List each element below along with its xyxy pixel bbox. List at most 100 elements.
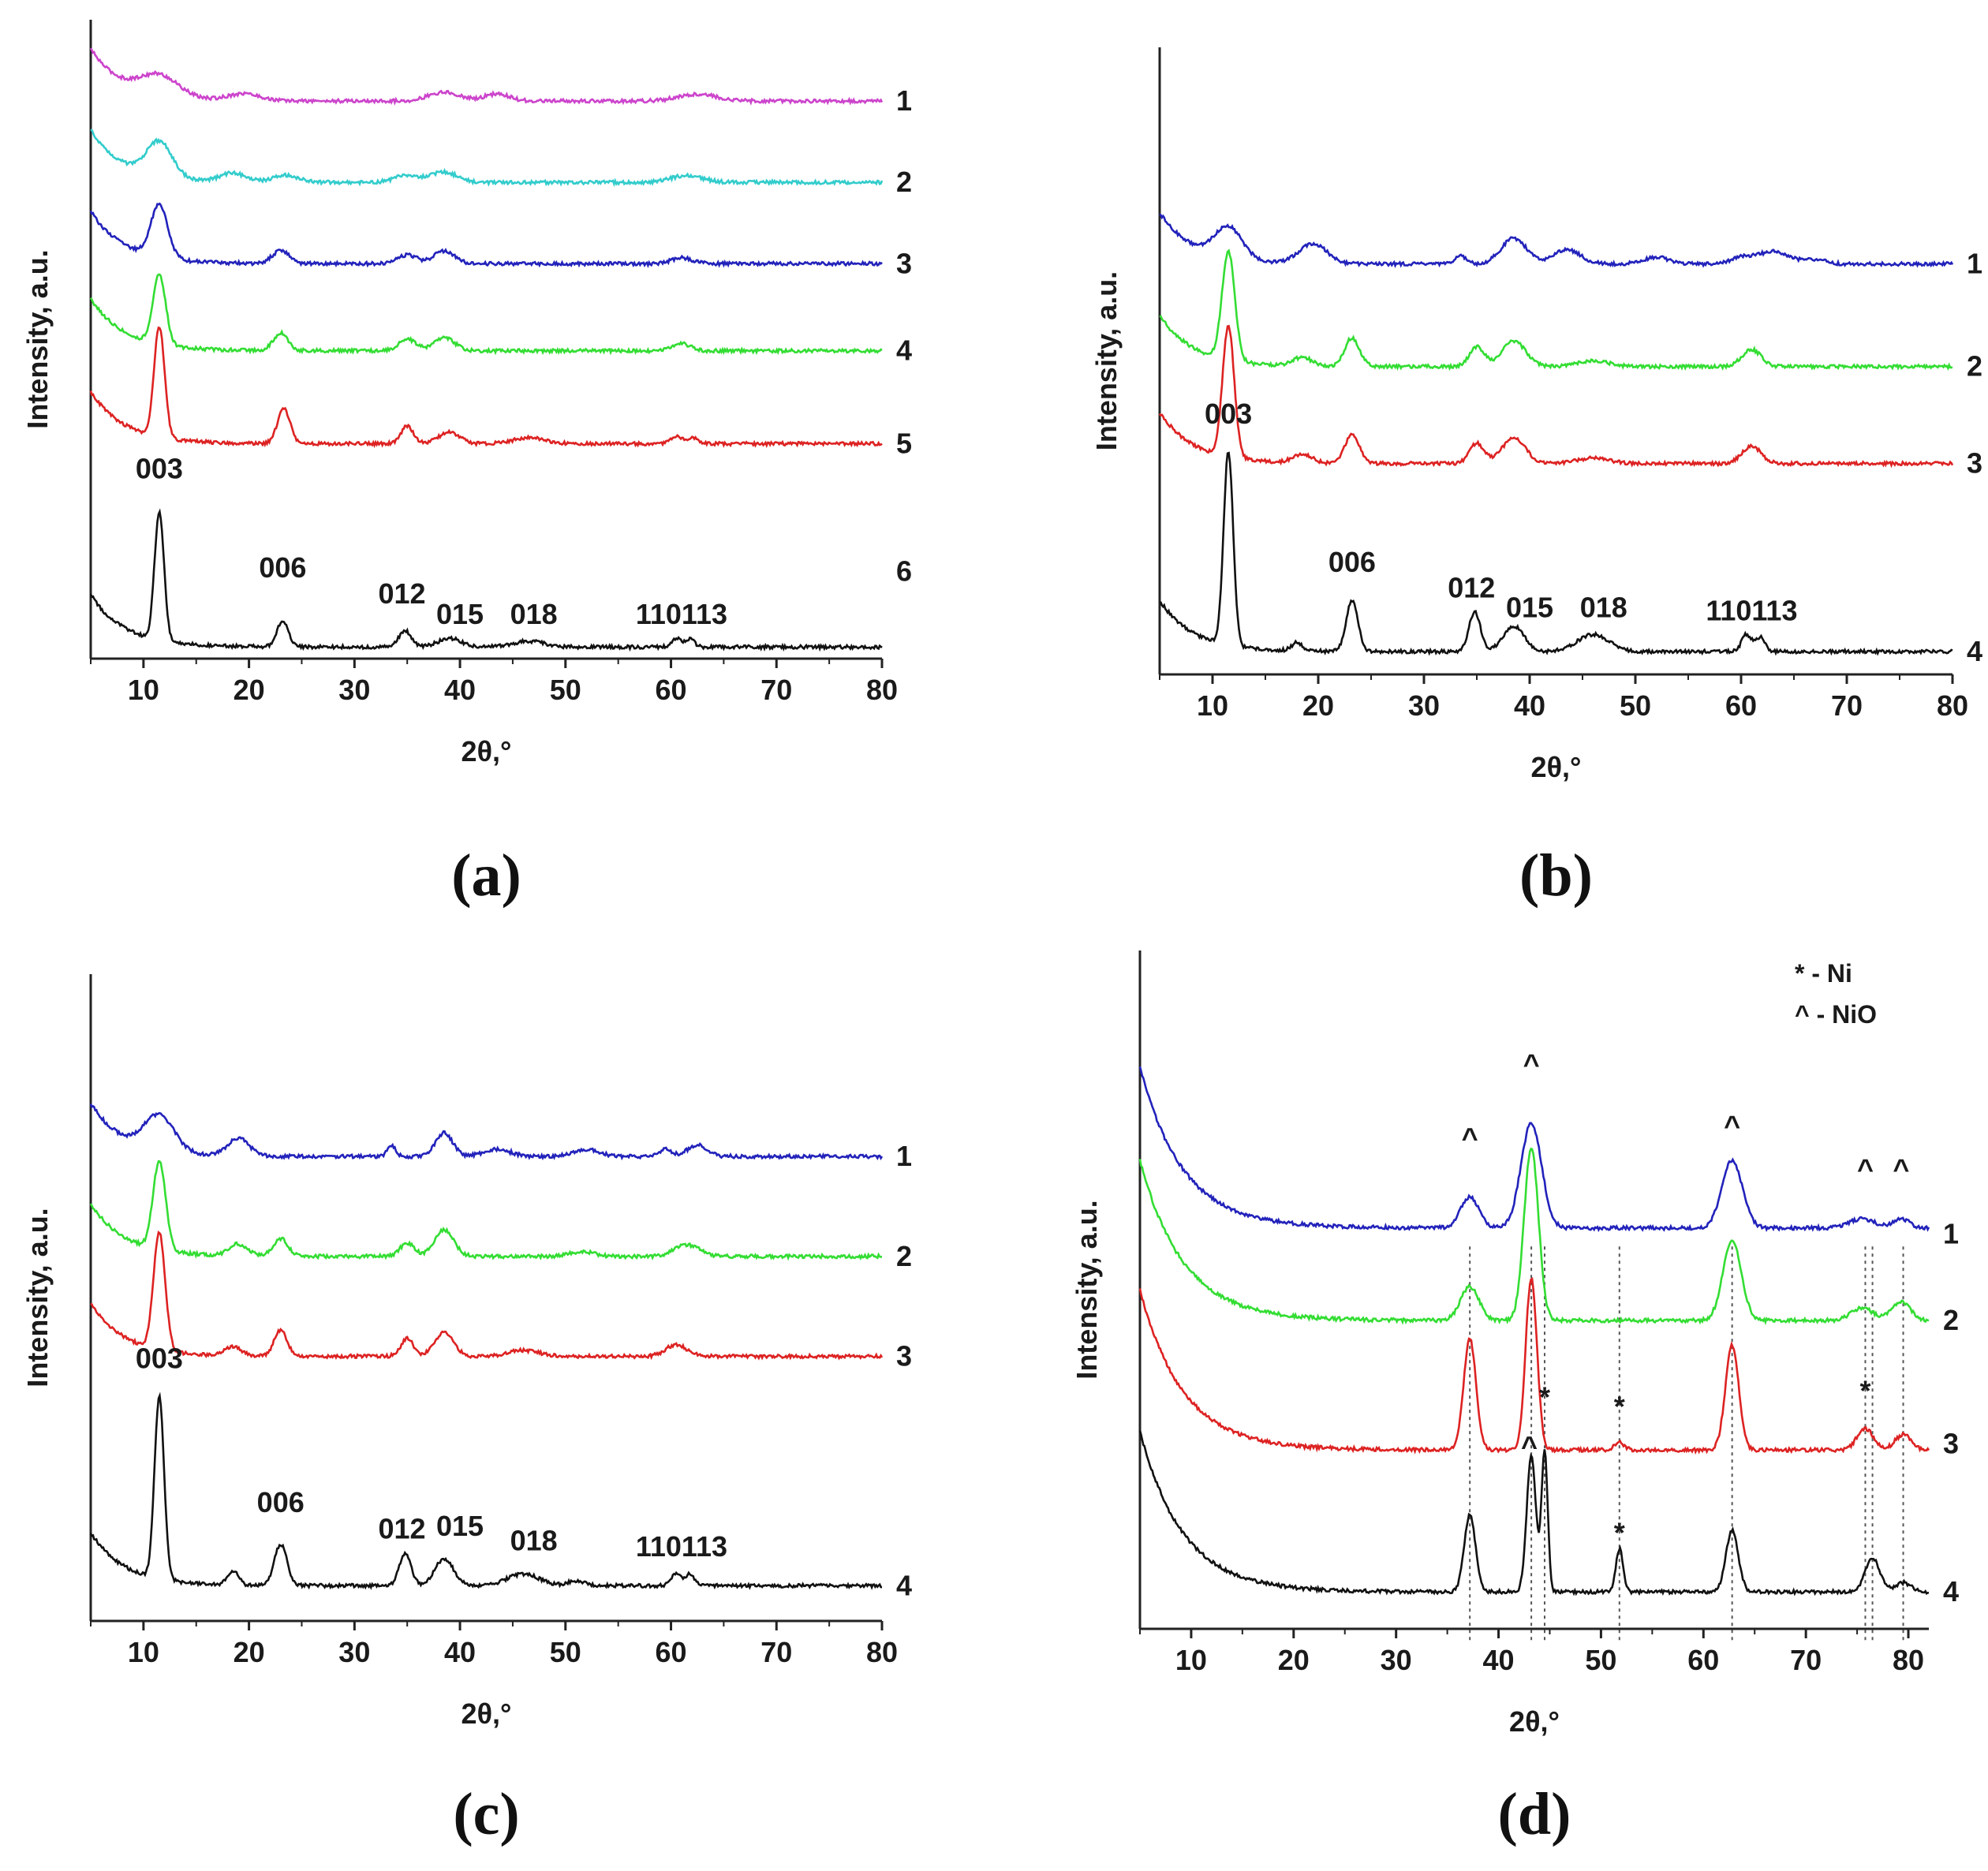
x-tick-label: 80 [866,674,898,706]
series-line-1 [89,47,884,106]
phase-marker: * [1859,1375,1870,1407]
phase-marker: ^ [1893,1152,1909,1185]
y-axis-title: Intensity, a.u. [1090,271,1123,450]
series-label: 1 [896,1140,912,1172]
x-tick-label: 30 [338,1636,370,1668]
series-label: 6 [896,555,912,588]
series-label: 1 [1967,248,1982,280]
series-line-2 [90,129,884,188]
series-line-1 [89,1103,884,1161]
series-line-1 [1159,213,1954,269]
x-tick-label: 50 [1620,689,1651,722]
x-tick-label: 70 [760,674,792,706]
panel-label: (a) [451,842,521,909]
series-label: 3 [1943,1427,1959,1459]
x-tick-label: 80 [866,1636,898,1668]
panel-label: (d) [1498,1781,1571,1847]
x-tick-label: 60 [1687,1644,1719,1676]
peak-label: 006 [259,551,306,584]
series-line-3 [90,1231,884,1361]
x-tick-label: 80 [1893,1644,1924,1676]
x-axis-title: 2θ,° [462,735,512,767]
peak-label: 018 [510,1525,558,1557]
peak-label: 003 [136,453,183,485]
series-label: 2 [1943,1304,1959,1336]
x-axis-title: 2θ,° [1531,751,1582,783]
x-axis-title: 2θ,° [1509,1705,1560,1738]
series-line-4 [89,273,883,356]
series-label: 3 [1967,447,1982,480]
x-tick-label: 80 [1937,689,1968,722]
series-label: 4 [896,334,912,367]
phase-marker: ^ [1724,1110,1740,1142]
panel-label: (c) [453,1781,519,1847]
series-label: 1 [896,84,912,117]
phase-marker: ^ [1857,1152,1874,1185]
x-tick-label: 50 [550,674,581,706]
x-tick-label: 10 [128,1636,159,1668]
phase-marker: * [1539,1381,1550,1414]
series-label: 4 [1943,1575,1959,1608]
phase-marker: ^ [1523,1048,1540,1080]
x-tick-label: 40 [1483,1644,1515,1676]
series-line-3 [89,202,883,268]
x-tick-label: 20 [1302,689,1334,722]
peak-label: 012 [1448,571,1495,603]
series-label: 3 [896,247,912,279]
panel-c: 10 20 30 40 50 60 70 80 2θ,° Intensity, a.u. (c) 1 2… [21,974,912,1847]
y-axis-title: Intensity, a.u. [1071,1200,1103,1379]
series-label: 2 [1967,350,1982,383]
x-tick-label: 20 [234,1636,265,1668]
series-line-4 [1138,1429,1930,1597]
series-line-2 [1159,248,1953,372]
panel-b: 10 20 30 40 50 60 70 80 2θ,° Intensity, a.u. (b) 1 2… [1090,47,1982,909]
phase-marker: * [1614,1390,1625,1422]
series-label: 1 [1943,1218,1959,1250]
x-tick-label: 70 [1790,1644,1822,1676]
peak-label: 012 [378,1513,425,1545]
series-label: 2 [896,1240,912,1272]
series-line-4 [89,1391,883,1590]
x-tick-label: 40 [1514,689,1545,722]
series-line-3 [1158,324,1954,469]
x-tick-label: 50 [1585,1644,1616,1676]
series-label: 4 [896,1569,912,1601]
x-tick-label: 10 [128,674,159,706]
x-tick-label: 30 [338,674,370,706]
peak-label: 018 [510,598,558,630]
x-tick-label: 60 [656,1636,687,1668]
peak-label: 110113 [636,1530,727,1563]
legend-entry: * - Ni [1795,959,1852,988]
x-axis-title: 2θ,° [462,1697,512,1730]
series-label: 4 [1967,635,1982,667]
series-line-3 [1138,1277,1930,1455]
x-tick-label: 60 [656,674,687,706]
series-line-2 [89,1160,882,1261]
x-tick-label: 40 [444,1636,476,1668]
series-line-5 [89,326,883,449]
legend-entry: ^ - NiO [1795,1000,1877,1029]
peak-label: 006 [257,1486,305,1518]
y-axis-title: Intensity, a.u. [21,1208,54,1387]
peak-label: 015 [436,1510,484,1542]
y-axis-title: Intensity, a.u. [21,249,54,428]
x-tick-label: 30 [1408,689,1440,722]
series-label: 3 [896,1340,912,1372]
series-line-1 [1138,1066,1930,1233]
peak-label: 015 [436,598,484,630]
phase-marker: ^ [1521,1430,1538,1462]
series-line-2 [1138,1147,1930,1326]
phase-marker: ^ [1462,1122,1478,1154]
x-tick-label: 50 [550,1636,581,1668]
x-tick-label: 40 [444,674,476,706]
x-tick-label: 10 [1197,689,1228,722]
series-line-4 [1159,451,1953,656]
peak-label: 006 [1328,546,1376,578]
legend: * - Ni ^ - NiO [1795,959,1877,1029]
peak-label: 012 [378,577,425,610]
peak-label: 003 [136,1342,183,1374]
x-tick-label: 20 [1278,1644,1310,1676]
series-label: 5 [896,428,912,460]
phase-marker: * [1614,1517,1625,1549]
